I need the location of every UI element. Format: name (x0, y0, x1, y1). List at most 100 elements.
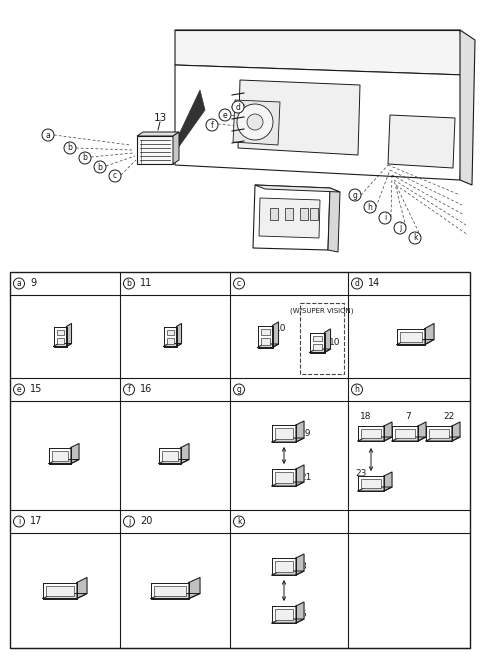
Bar (46, 586, 74, 595)
Bar (275, 472, 293, 483)
Text: 10: 10 (329, 338, 340, 347)
Text: 13: 13 (154, 113, 167, 123)
Polygon shape (257, 344, 278, 348)
Circle shape (351, 278, 362, 289)
Circle shape (394, 222, 406, 234)
Text: i: i (384, 214, 386, 223)
Bar (361, 429, 381, 438)
Bar (310, 208, 318, 220)
Circle shape (123, 278, 134, 289)
Bar (429, 429, 449, 438)
Text: a: a (17, 279, 22, 288)
Polygon shape (296, 602, 304, 623)
Polygon shape (71, 443, 79, 464)
Text: k: k (237, 517, 241, 526)
Polygon shape (324, 329, 331, 352)
Bar (275, 428, 293, 439)
Text: h: h (368, 202, 372, 212)
Text: 14: 14 (368, 278, 380, 288)
Polygon shape (137, 132, 179, 136)
Text: j: j (128, 517, 130, 526)
Circle shape (364, 201, 376, 213)
Polygon shape (159, 460, 189, 464)
Polygon shape (238, 80, 360, 155)
Bar (395, 429, 415, 438)
Text: c: c (237, 279, 241, 288)
Bar (52, 451, 68, 460)
Polygon shape (272, 619, 304, 623)
Text: e: e (223, 111, 228, 119)
Bar (270, 208, 278, 220)
Text: 17: 17 (30, 517, 42, 527)
Circle shape (123, 384, 134, 395)
Text: h: h (355, 385, 360, 394)
Text: 23: 23 (356, 470, 367, 479)
Text: g: g (353, 191, 358, 200)
Text: 10: 10 (275, 324, 287, 333)
Text: 20: 20 (140, 517, 152, 527)
Polygon shape (272, 438, 304, 442)
Circle shape (42, 129, 54, 141)
Polygon shape (43, 593, 87, 599)
Circle shape (232, 101, 244, 113)
Bar (154, 586, 186, 595)
Polygon shape (296, 554, 304, 575)
Polygon shape (49, 460, 79, 464)
Circle shape (233, 384, 244, 395)
Bar (57, 338, 63, 343)
Polygon shape (255, 185, 340, 192)
Bar (361, 479, 381, 488)
Text: d: d (236, 102, 240, 111)
Bar (285, 208, 293, 220)
Text: (W/SUPER VISION): (W/SUPER VISION) (290, 308, 354, 314)
Polygon shape (175, 30, 465, 75)
Circle shape (94, 161, 106, 173)
Polygon shape (328, 188, 340, 252)
Polygon shape (272, 482, 304, 486)
Polygon shape (159, 447, 181, 464)
Text: f: f (211, 121, 214, 130)
Text: b: b (127, 279, 132, 288)
Polygon shape (296, 421, 304, 442)
Polygon shape (397, 339, 434, 345)
Circle shape (351, 384, 362, 395)
Bar (162, 451, 178, 460)
Polygon shape (358, 437, 392, 441)
Circle shape (247, 114, 263, 130)
Circle shape (13, 278, 24, 289)
Polygon shape (173, 132, 179, 164)
Polygon shape (358, 476, 384, 491)
Polygon shape (452, 422, 460, 441)
Polygon shape (43, 582, 77, 599)
Polygon shape (310, 333, 324, 352)
Text: 22: 22 (444, 412, 455, 421)
Polygon shape (233, 100, 280, 145)
Bar (57, 329, 63, 335)
Polygon shape (151, 582, 189, 599)
Bar (10, 272, 470, 648)
Polygon shape (151, 593, 200, 599)
Text: 8: 8 (300, 562, 306, 571)
Text: 9: 9 (30, 278, 36, 288)
Text: i: i (18, 517, 20, 526)
Bar (167, 329, 173, 335)
Circle shape (233, 516, 244, 527)
Polygon shape (49, 447, 71, 464)
Polygon shape (358, 487, 392, 491)
Polygon shape (181, 443, 189, 464)
Circle shape (79, 152, 91, 164)
Polygon shape (272, 571, 304, 575)
Circle shape (237, 104, 273, 140)
Polygon shape (388, 115, 455, 168)
Bar (300, 208, 308, 220)
Text: 11: 11 (140, 278, 152, 288)
Polygon shape (253, 185, 330, 250)
Text: d: d (355, 279, 360, 288)
Circle shape (206, 119, 218, 131)
Polygon shape (67, 324, 72, 346)
Bar (261, 329, 269, 335)
Polygon shape (273, 322, 278, 348)
Bar (275, 561, 293, 572)
Circle shape (64, 142, 76, 154)
Circle shape (409, 232, 421, 244)
